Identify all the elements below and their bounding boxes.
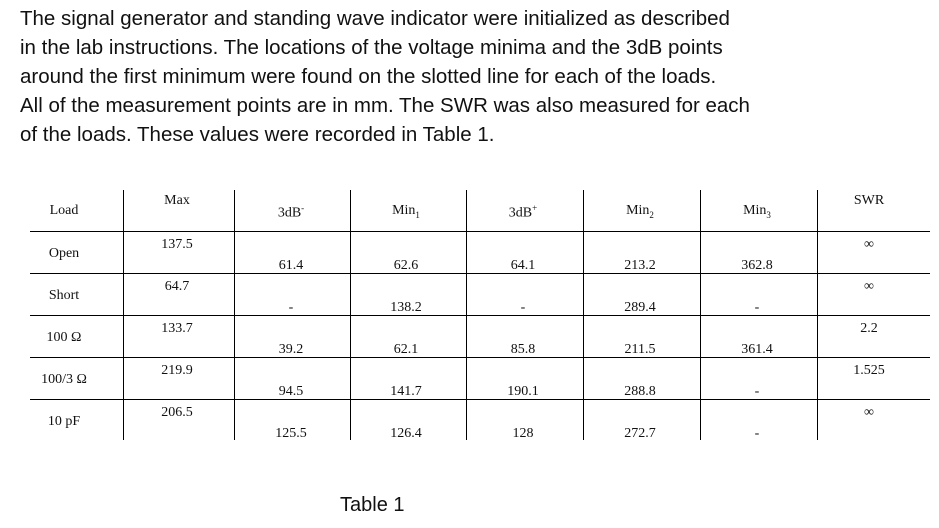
table-cell-db3-plus: 64.1 <box>510 258 536 273</box>
table-cell-max: 64.7 <box>164 279 190 294</box>
table-cell-swr: ∞ <box>864 237 874 252</box>
table-cell-min2: 288.8 <box>624 384 656 399</box>
description-paragraph: The signal generator and standing wave i… <box>20 4 920 149</box>
header-min2: Min2 <box>626 203 654 220</box>
table-cell-db3-plus: 85.8 <box>510 342 536 357</box>
table-cell-db3-minus: 39.2 <box>278 342 304 357</box>
table-cell-min2: 211.5 <box>624 342 656 357</box>
table-cell-min3: - <box>754 426 760 441</box>
table-cell-max: 219.9 <box>161 363 193 378</box>
table-cell-swr: 2.2 <box>860 321 878 336</box>
table-cell-swr: 1.525 <box>853 363 885 378</box>
table-cell-max: 133.7 <box>161 321 193 336</box>
table-cell-db3-minus: - <box>288 300 294 315</box>
table-cell-min3: - <box>754 300 760 315</box>
table-cell-min1: 141.7 <box>390 384 422 399</box>
table-cell-min1: 62.1 <box>393 342 419 357</box>
table-rule <box>30 399 930 400</box>
table-rule <box>30 315 930 316</box>
header-min1: Min1 <box>392 203 420 220</box>
table-rule <box>30 357 930 358</box>
table-cell-db3-minus: 125.5 <box>275 426 307 441</box>
table-column-rule <box>466 190 467 440</box>
table-cell-load: 100/3 Ω <box>41 372 87 387</box>
table-cell-db3-plus: 128 <box>512 426 534 441</box>
table-cell-min1: 126.4 <box>390 426 422 441</box>
table-cell-load: 100 Ω <box>46 330 82 345</box>
header-load: Load <box>49 203 79 218</box>
table-cell-db3-minus: 94.5 <box>278 384 304 399</box>
paragraph-line: All of the measurement points are in mm.… <box>20 94 750 117</box>
table-rule <box>30 231 930 232</box>
table-rule <box>30 273 930 274</box>
paragraph-line: in the lab instructions. The locations o… <box>20 36 723 59</box>
table-cell-min3: 362.8 <box>741 258 773 273</box>
header-3db-minus: 3dB- <box>277 203 305 221</box>
header-min3: Min3 <box>743 203 771 220</box>
table-cell-min2: 272.7 <box>624 426 656 441</box>
table-cell-load: Open <box>48 246 80 261</box>
header-max: Max <box>164 193 190 208</box>
table-column-rule <box>817 190 818 440</box>
table-cell-min2: 289.4 <box>624 300 656 315</box>
table-cell-min3: - <box>754 384 760 399</box>
table-column-rule <box>350 190 351 440</box>
header-swr: SWR <box>853 193 885 208</box>
header-3db-plus: 3dB+ <box>508 203 538 221</box>
table-cell-max: 137.5 <box>161 237 193 252</box>
table-cell-swr: ∞ <box>864 279 874 294</box>
table-column-rule <box>700 190 701 440</box>
table-cell-max: 206.5 <box>161 405 193 420</box>
table-cell-db3-minus: 61.4 <box>278 258 304 273</box>
table-cell-swr: ∞ <box>864 405 874 420</box>
table-column-rule <box>123 190 124 440</box>
paragraph-line: The signal generator and standing wave i… <box>20 7 730 30</box>
table-column-rule <box>583 190 584 440</box>
table-cell-min2: 213.2 <box>624 258 656 273</box>
table-cell-min3: 361.4 <box>741 342 773 357</box>
table-cell-min1: 62.6 <box>393 258 419 273</box>
table-cell-db3-plus: - <box>520 300 526 315</box>
paragraph-line: of the loads. These values were recorded… <box>20 123 495 146</box>
table-column-rule <box>234 190 235 440</box>
table-cell-db3-plus: 190.1 <box>507 384 539 399</box>
table-cell-min1: 138.2 <box>390 300 422 315</box>
table-caption: Table 1 <box>340 494 405 516</box>
table-cell-load: Short <box>48 288 80 303</box>
table-cell-load: 10 pF <box>47 414 81 429</box>
paragraph-line: around the first minimum were found on t… <box>20 65 717 88</box>
